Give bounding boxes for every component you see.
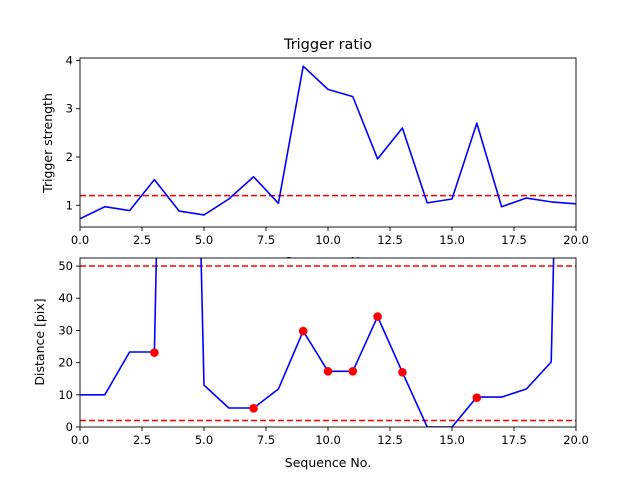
y-axis-label: Distance [pix] xyxy=(32,298,47,385)
plot-background xyxy=(80,258,576,427)
data-point-marker xyxy=(348,367,358,376)
y-tick-label: 30 xyxy=(58,323,73,337)
x-tick-label: 20.0 xyxy=(563,433,589,447)
y-tick-label: 20 xyxy=(58,356,73,370)
series-line xyxy=(80,65,576,220)
data-point-marker xyxy=(398,367,407,377)
y-axis-ticks: 1 2 3 4 xyxy=(66,53,80,212)
x-tick-label: 2.5 xyxy=(133,233,151,247)
x-tick-label: 0.0 xyxy=(71,233,89,247)
series-line xyxy=(80,258,555,427)
y-tick-label: 10 xyxy=(58,388,73,402)
x-axis-label: Sequence No. xyxy=(285,455,371,470)
y-axis-label: Trigger strength xyxy=(40,93,55,194)
x-axis-ticks: 0.0 2.5 5.0 7.5 10.0 12.5 15.0 17.5 20.0 xyxy=(71,427,589,447)
series-group xyxy=(80,65,576,220)
x-tick-label: 10.0 xyxy=(315,433,341,447)
data-point-marker xyxy=(323,367,333,376)
y-axis-ticks: 0 10 20 30 40 50 xyxy=(58,259,80,434)
x-tick-label: 17.5 xyxy=(501,233,527,247)
x-tick-label: 10.0 xyxy=(315,233,341,247)
y-tick-label: 1 xyxy=(66,198,73,212)
y-tick-label: 4 xyxy=(66,53,73,67)
distance-chart: 0.0 2.5 5.0 7.5 10.0 12.5 15.0 17.5 20.0 0 10 20 30… xyxy=(32,257,589,470)
data-point-marker xyxy=(249,404,258,413)
x-tick-label: 15.0 xyxy=(439,233,465,247)
x-tick-label: 7.5 xyxy=(257,433,275,447)
x-tick-label: 12.5 xyxy=(377,433,403,447)
data-point-marker xyxy=(150,348,159,357)
x-tick-label: 7.5 xyxy=(257,233,275,247)
y-tick-label: 0 xyxy=(66,420,73,434)
data-point-marker xyxy=(472,393,482,403)
y-tick-label: 2 xyxy=(66,150,73,164)
data-point-marker xyxy=(298,326,308,336)
y-tick-label: 3 xyxy=(66,102,73,116)
y-tick-label: 50 xyxy=(58,259,73,273)
x-tick-label: 15.0 xyxy=(439,433,465,447)
x-tick-label: 17.5 xyxy=(501,433,527,447)
x-tick-label: 12.5 xyxy=(377,233,403,247)
series-group xyxy=(80,258,555,427)
x-axis-ticks: 0.0 2.5 5.0 7.5 10.0 12.5 15.0 17.5 20.0 xyxy=(71,227,589,247)
x-tick-label: 2.5 xyxy=(133,433,151,447)
x-tick-label: 5.0 xyxy=(195,233,213,247)
x-tick-label: 0.0 xyxy=(71,433,89,447)
data-point-marker xyxy=(373,312,382,321)
x-tick-label: 20.0 xyxy=(563,233,589,247)
chart-title: Trigger ratio xyxy=(283,37,372,53)
threshold-lines xyxy=(80,265,576,422)
marker-group xyxy=(150,312,482,413)
y-tick-label: 40 xyxy=(58,291,73,305)
x-tick-label: 5.0 xyxy=(195,433,213,447)
